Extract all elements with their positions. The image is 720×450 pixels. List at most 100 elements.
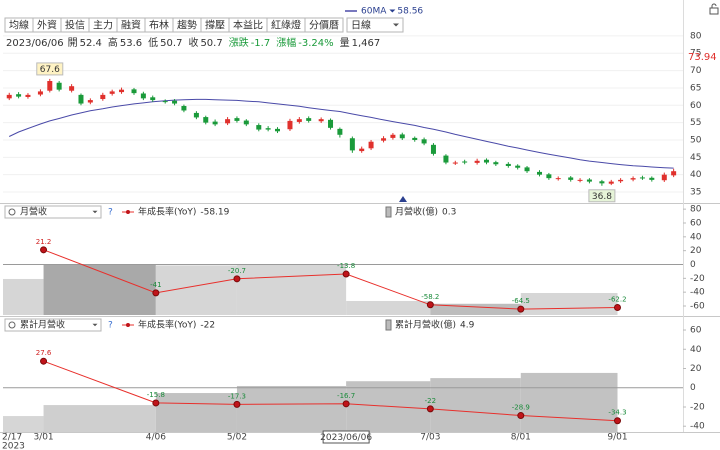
yoy-value-label: 27.6 <box>36 349 52 357</box>
candle-body <box>181 105 187 111</box>
y-tick-label: -60 <box>690 302 705 312</box>
yoy-point <box>426 405 434 413</box>
yoy-value-label: 21.2 <box>36 238 52 246</box>
lock-shackle <box>711 3 717 8</box>
x-tick-label: 2/17 <box>2 433 22 443</box>
candle-body <box>256 125 262 130</box>
candle-body <box>493 162 499 165</box>
quote-value: -1.7 <box>251 38 271 49</box>
revenue-bar <box>520 293 618 315</box>
candle-body <box>586 179 592 182</box>
quote-value: -3.24% <box>298 38 333 49</box>
toolbar-button-label: 分價曆 <box>309 19 339 32</box>
candle-body <box>608 181 614 184</box>
toolbar-button-label: 融資 <box>121 20 141 32</box>
quote-label: 低 <box>148 36 158 49</box>
candle-body <box>577 179 583 181</box>
revenue-bar <box>346 300 431 315</box>
selector-icon <box>8 208 16 216</box>
yoy-point <box>342 400 350 408</box>
candle-body <box>131 89 137 94</box>
y-tick-label: 60 <box>690 101 702 111</box>
yoy-point <box>152 399 160 407</box>
candle-body <box>599 181 605 184</box>
candle-body <box>162 101 168 103</box>
revenue-bar <box>430 378 521 432</box>
y-tick-label: 80 <box>690 31 702 41</box>
candle-body <box>381 138 387 141</box>
candle-body <box>524 167 530 172</box>
panel-selector-label: 累計月營收 <box>20 319 65 331</box>
cursor-date-box <box>322 430 370 444</box>
candle-body <box>37 91 43 95</box>
yoy-value-label: -22 <box>425 397 436 405</box>
candle-body <box>100 94 106 100</box>
lock-body <box>709 7 719 15</box>
yoy-value-label: -17.3 <box>228 392 246 400</box>
toolbar-button-label: 紅綠燈 <box>271 20 301 32</box>
y-tick-label: 20 <box>690 246 702 256</box>
x-tick-label: 9/01 <box>607 433 627 443</box>
selector-arrow <box>92 210 98 214</box>
interval-select[interactable] <box>346 17 404 33</box>
revenue-bar <box>236 264 347 315</box>
panel-selector[interactable] <box>4 205 102 219</box>
yoy-point <box>233 275 241 283</box>
quote-value: 1,467 <box>352 38 381 49</box>
revenue-bar <box>155 393 237 432</box>
toolbar-button-label: 本益比 <box>233 19 263 32</box>
revenue-bar <box>155 265 237 315</box>
candle-body <box>462 161 468 163</box>
extreme-label-box <box>588 189 616 203</box>
yoy-point <box>426 301 434 309</box>
legend-symbol <box>385 319 392 331</box>
lock-icon[interactable] <box>709 3 719 15</box>
yoy-value-label: -15.8 <box>147 391 165 399</box>
candle-body <box>78 94 84 104</box>
candle-body <box>337 128 343 135</box>
yoy-value-label: -34.3 <box>608 409 626 417</box>
candle-body <box>359 148 365 152</box>
interval-label: 日線 <box>351 19 371 32</box>
candle-body <box>430 144 436 154</box>
extreme-label: 67.6 <box>40 65 60 75</box>
candle-body <box>56 82 62 90</box>
toolbar-button[interactable] <box>304 17 344 33</box>
candle-body <box>483 159 489 163</box>
candle-body <box>328 119 334 128</box>
revenue-bar <box>3 278 44 315</box>
candle-body <box>618 179 624 182</box>
x-tick-label: 7/03 <box>420 433 440 443</box>
y-tick-label: -20 <box>690 274 705 284</box>
help-icon[interactable]: ? <box>108 321 113 331</box>
yoy-point <box>152 289 160 297</box>
candle-body <box>390 134 396 138</box>
toolbar-button-label: 均線 <box>9 19 29 32</box>
y-tick-label: 70 <box>690 66 702 76</box>
quote-label: 開 <box>68 37 78 49</box>
y-tick-label: 75 <box>690 49 701 59</box>
selector-icon <box>8 321 16 329</box>
help-icon[interactable]: ? <box>108 208 113 218</box>
candle-body <box>119 89 125 93</box>
y-tick-label: -40 <box>690 288 705 298</box>
panel-selector[interactable] <box>4 318 102 332</box>
x-tick-label: 5/02 <box>227 433 247 443</box>
yoy-value-label: -62.2 <box>608 296 626 304</box>
candle-body <box>16 94 22 97</box>
candle-body <box>47 81 53 91</box>
yoy-point <box>40 246 48 254</box>
y-tick-label: 35 <box>690 188 701 198</box>
legend-label: 年成長率(YoY) <box>138 319 196 331</box>
candle-body <box>474 160 480 163</box>
ma-line <box>8 98 674 169</box>
candle-body <box>87 100 93 103</box>
legend-label: 月營收(億) <box>395 206 438 218</box>
legend-symbol <box>385 206 392 218</box>
candle-body <box>109 91 115 94</box>
legend-value: 4.9 <box>460 321 475 331</box>
yoy-point <box>40 357 48 365</box>
y-tick-label: 40 <box>690 232 702 242</box>
yoy-value-label: -58.2 <box>421 293 439 301</box>
